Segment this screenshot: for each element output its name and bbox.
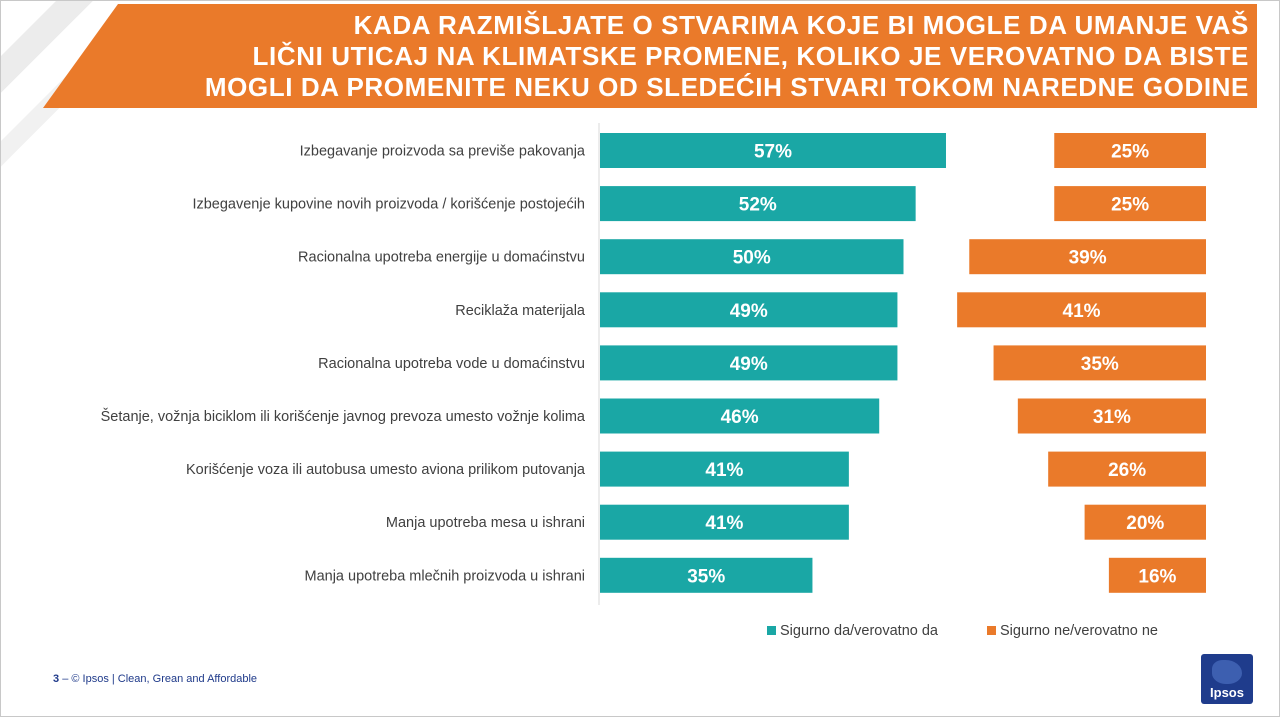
bar-no	[993, 345, 1206, 381]
bar-no	[1054, 133, 1206, 168]
category-label: Izbegavenje kupovine novih proizvoda / k…	[192, 197, 585, 213]
bar-no-label: 16%	[1138, 566, 1176, 587]
page-number: 3	[53, 673, 60, 685]
bar-no	[1048, 451, 1206, 487]
bar-no	[957, 292, 1206, 328]
bar-no	[1084, 504, 1206, 540]
bar-yes-label: 41%	[705, 513, 743, 534]
category-label: Manja upotreba mlečnih proizvoda u ishra…	[305, 568, 586, 584]
footer-text: © Ipsos | Clean, Grean and Affordable	[71, 673, 258, 685]
bar-no-label: 39%	[1069, 248, 1107, 269]
bar-no-label: 25%	[1111, 195, 1149, 216]
category-label: Racionalna upotreba vode u domaćinstvu	[318, 356, 585, 372]
category-label: Korišćenje voza ili autobusa umesto avio…	[186, 462, 586, 478]
bar-yes-label: 50%	[733, 248, 771, 269]
bar-yes	[600, 451, 849, 487]
title-banner	[43, 4, 1257, 108]
logo-mark	[1212, 660, 1242, 684]
bar-no-label: 26%	[1108, 460, 1146, 481]
category-label: Manja upotreba mesa u ishrani	[386, 515, 585, 531]
bar-no	[1054, 186, 1206, 222]
bar-yes-label: 41%	[705, 460, 743, 481]
bar-yes-label: 46%	[721, 407, 759, 428]
legend-swatch	[987, 626, 996, 635]
bar-no	[969, 239, 1206, 275]
legend-label: Sigurno ne/verovatno ne	[1000, 623, 1158, 639]
bar-yes-label: 49%	[730, 354, 768, 375]
slide-title: KADA RAZMIŠLJATE O STVARIMA KOJE BI MOGL…	[204, 10, 1249, 102]
category-label: Izbegavanje proizvoda sa previše pakovan…	[300, 144, 586, 160]
bar-no-label: 31%	[1093, 407, 1131, 428]
bar-yes	[600, 398, 880, 434]
bar-yes	[600, 504, 849, 540]
logo-text: Ipsos	[1210, 685, 1244, 700]
footer: 3 – © Ipsos | Clean, Grean and Affordabl…	[53, 673, 257, 685]
bar-yes-label: 57%	[754, 142, 792, 163]
category-label: Racionalna upotreba energije u domaćinst…	[298, 250, 585, 266]
bar-yes	[600, 345, 898, 381]
bar-yes-label: 52%	[739, 195, 777, 216]
bar-no	[1108, 557, 1206, 593]
bar-no	[1017, 398, 1206, 434]
bar-yes-label: 49%	[730, 301, 768, 322]
legend-label: Sigurno da/verovatno da	[780, 623, 939, 639]
bar-yes	[600, 186, 916, 222]
bar-no-label: 35%	[1081, 354, 1119, 375]
bar-yes-label: 35%	[687, 566, 725, 587]
category-label: Šetanje, vožnja biciklom ili korišćenje …	[101, 408, 586, 425]
bar-yes	[600, 239, 904, 275]
bar-no-label: 20%	[1126, 513, 1164, 534]
bar-yes	[600, 557, 813, 593]
legend-swatch	[767, 626, 776, 635]
bar-yes	[600, 133, 946, 168]
bar-no-label: 41%	[1063, 301, 1101, 322]
footer-separator: –	[62, 673, 69, 685]
bar-no-label: 25%	[1111, 142, 1149, 163]
category-label: Reciklaža materijala	[455, 303, 586, 319]
ipsos-logo: Ipsos	[1201, 654, 1253, 704]
bar-yes	[600, 292, 898, 328]
